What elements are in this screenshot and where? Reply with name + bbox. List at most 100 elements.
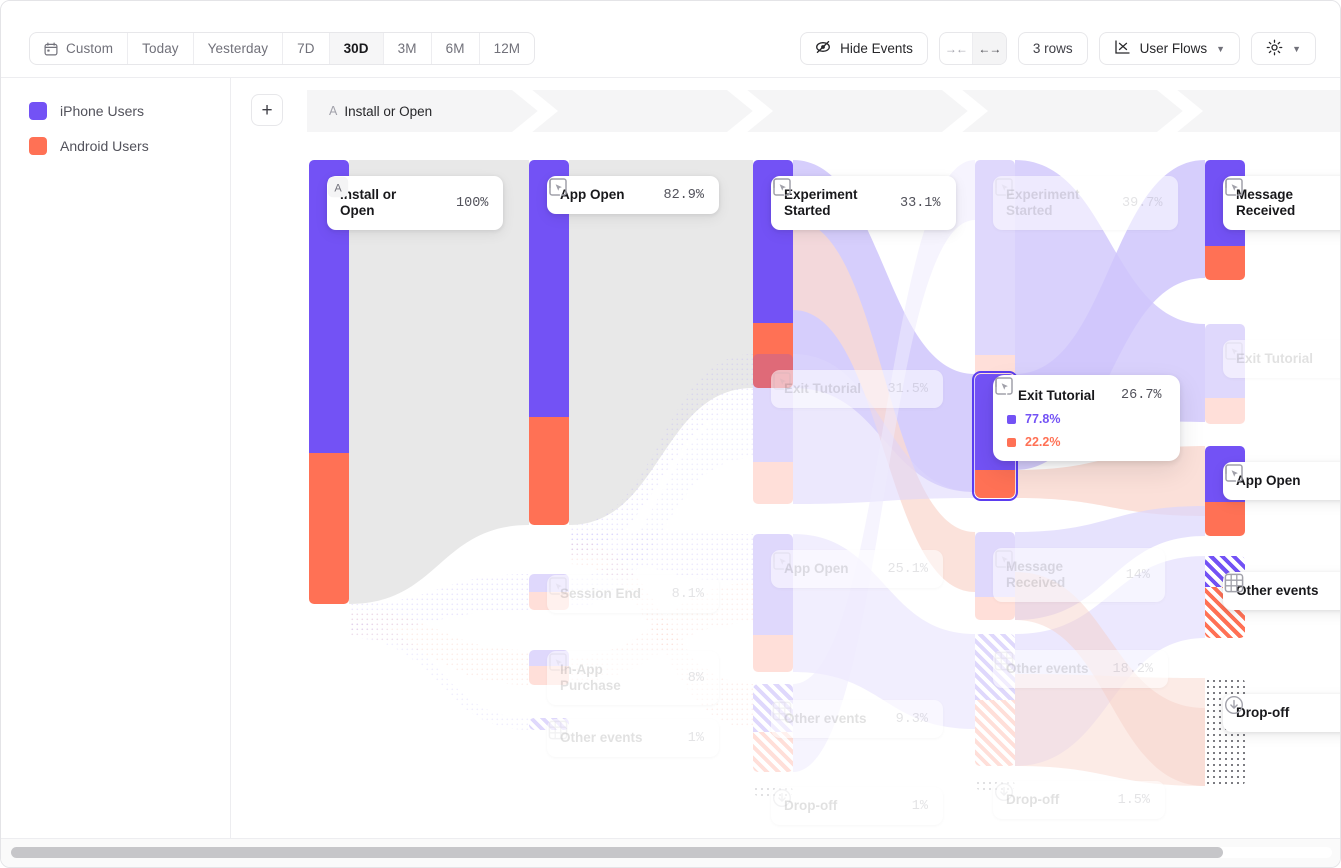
date-range-30d[interactable]: 30D [329,33,384,64]
node-label-card[interactable]: Other events [1223,572,1340,610]
legend-item-label: Android Users [60,137,149,154]
date-range-12m[interactable]: 12M [480,33,535,64]
flow-node[interactable]: App Open 82.9% [529,160,829,525]
horizontal-scrollbar[interactable] [1,838,1340,867]
flow-node-bar-segment [975,470,1015,498]
node-label-card[interactable]: App Open [1223,462,1340,500]
node-label-card[interactable]: Drop-off [1223,694,1340,732]
flow-node[interactable]: Drop-off 1% [753,786,1053,825]
settings-button[interactable]: ▼ [1251,32,1316,65]
flow-node[interactable]: Drop-off 1.5% [975,780,1275,819]
node-event-name: Experiment Started [1006,187,1080,218]
node-label-card[interactable]: Session End 8.1% [547,575,719,613]
node-label-card[interactable]: Other events 18.2% [993,650,1169,688]
node-event-percent: 33.1% [900,195,941,211]
node-label-card[interactable]: A Install or Open 100% [327,176,504,230]
flow-node-bar-segment [975,700,1015,766]
date-range-today[interactable]: Today [128,33,194,64]
date-range-6m[interactable]: 6M [432,33,480,64]
node-event-percent: 8.1% [671,586,704,602]
node-event-name: Other events [1006,661,1089,676]
hide-events-button[interactable]: Hide Events [800,32,928,65]
date-range-label: 12M [493,41,521,56]
legend-item-1[interactable]: Android Users [1,128,230,163]
flow-node[interactable]: Message Received 14% [975,532,1275,620]
date-range-7d[interactable]: 7D [283,33,330,64]
node-label-card[interactable]: Exit Tutorial 31.5% [771,370,943,408]
flow-node[interactable]: App Open 25.1% [753,534,1053,672]
tooltip-event-percent: 26.7% [1121,388,1162,403]
node-label-card[interactable]: Exit Tutorial [1223,340,1340,378]
hide-events-label: Hide Events [840,41,913,56]
flow-node-bar-segment [1205,501,1245,536]
node-label-card[interactable]: Message Received [1223,176,1340,230]
date-range-yesterday[interactable]: Yesterday [194,33,284,64]
date-range-3m[interactable]: 3M [384,33,432,64]
node-label-card[interactable]: In-App Purchase 8% [547,651,719,705]
view-type-label: User Flows [1139,41,1208,56]
legend-item-label: iPhone Users [60,102,145,119]
flow-node[interactable]: In-App Purchase 8% [529,650,829,705]
breadcrumb: A Install or Open [307,90,1340,132]
node-event-percent: 100% [456,195,489,211]
node-label-card[interactable]: Experiment Started 33.1% [771,176,956,230]
node-label-card[interactable]: Drop-off 1.5% [993,781,1165,819]
flow-node[interactable]: Experiment Started 33.1% [753,160,1053,388]
view-type-selector[interactable]: User Flows ▼ [1098,32,1241,65]
tooltip-breakdown-row: 77.8% [1007,412,1162,426]
date-range-label: Today [142,41,179,56]
node-label-card[interactable]: Experiment Started 39.7% [993,176,1178,230]
flow-node[interactable]: Session End 8.1% [529,574,829,613]
flow-node[interactable]: Other events 9.3% [753,684,1053,772]
flow-node[interactable]: Exit Tutorial 26.7% 77.8% 22.2% [971,370,1275,502]
node-label-card[interactable]: Message Received 14% [993,548,1165,602]
flow-node[interactable]: Other events [1205,556,1340,638]
collapse-horizontal-button[interactable]: →← [940,33,973,64]
breadcrumb-step-0[interactable]: A Install or Open [307,90,535,132]
width-mode-toggle-group[interactable]: →← ←→ [938,32,1007,65]
node-event-name: Message Received [1236,187,1296,218]
flow-node[interactable]: Other events 1% [529,718,829,757]
flow-node[interactable]: Message Received [1205,160,1340,280]
legend-item-0[interactable]: iPhone Users [1,93,230,128]
expand-horizontal-button[interactable]: ←→ [972,33,1006,64]
flow-node[interactable]: App Open [1205,446,1340,536]
breadcrumb-label: Install or Open [344,103,433,119]
node-event-percent: 8% [687,670,704,686]
node-label-card[interactable]: Other events 1% [547,719,719,757]
flow-node-bar[interactable] [529,160,569,525]
flow-node[interactable]: Other events 18.2% [975,634,1275,766]
rows-button[interactable]: 3 rows [1017,32,1088,65]
flow-node[interactable]: A Install or Open 100% [309,160,609,604]
tooltip-breakdown-value: 22.2% [1025,435,1061,449]
node-label-card[interactable]: Drop-off 1% [771,787,943,825]
node-event-percent: 82.9% [663,187,704,203]
add-step-button[interactable]: + [251,94,283,126]
flow-node[interactable]: Exit Tutorial 31.5% [753,354,1053,504]
node-event-percent: 9.3% [895,711,928,727]
date-range-label: 3M [397,41,417,56]
flow-node[interactable]: Exit Tutorial [1205,324,1340,424]
node-label-card[interactable]: App Open 82.9% [547,176,719,214]
breadcrumb-step-3[interactable] [965,90,1180,132]
date-range-label: Custom [66,41,114,56]
flow-node-bar[interactable] [975,634,1015,766]
svg-text:A: A [334,182,342,194]
tooltip-color-dot [1007,437,1016,447]
node-label-card[interactable]: App Open 25.1% [771,550,943,588]
breadcrumb-step-1[interactable] [535,90,750,132]
flow-node-bar-segment [1205,398,1245,424]
flow-node[interactable]: Drop-off [1205,678,1340,786]
node-event-percent: 1.5% [1117,792,1150,808]
node-event-name: App Open [1236,473,1301,488]
breadcrumb-step-2[interactable] [750,90,965,132]
node-label-card[interactable]: Other events 9.3% [771,700,943,738]
breadcrumb-step-4[interactable] [1180,90,1340,132]
date-range-segmented-control[interactable]: Custom Today Yesterday 7D 30D 3M 6M 12M [29,32,536,65]
tooltip-breakdown-value: 77.8% [1025,412,1061,426]
scrollbar-thumb[interactable] [11,847,1223,858]
node-event-name: Message Received [1006,559,1066,590]
flow-node[interactable]: Experiment Started 39.7% [975,160,1275,410]
flow-canvas: + A Install or Open A Install or Open 100% A… [231,77,1340,840]
date-range-custom[interactable]: Custom [30,33,129,64]
